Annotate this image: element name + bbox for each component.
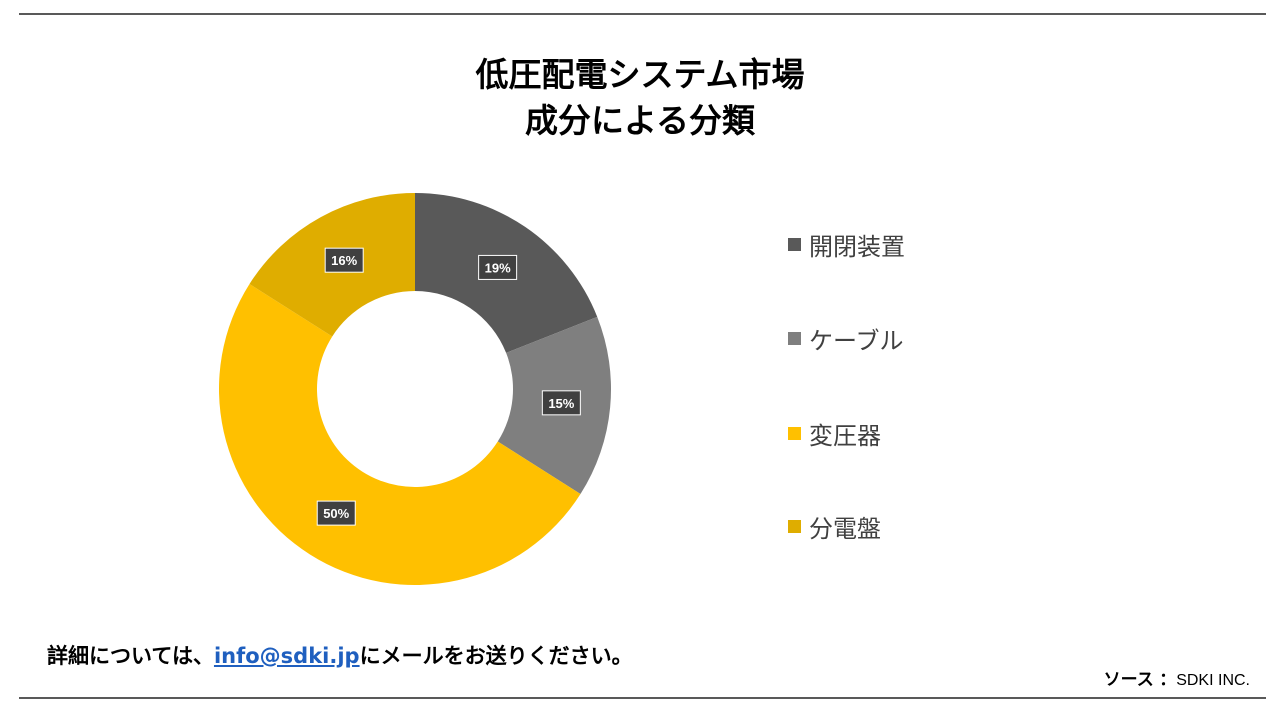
- data-label-box-cable: [541, 390, 581, 416]
- legend-swatch-transformer: [788, 426, 801, 440]
- legend-label-switchgear: 開閉装置: [809, 232, 905, 261]
- data-label-text-cable: 15%: [548, 396, 574, 411]
- legend-swatch-switchgear: [788, 237, 801, 251]
- legend-swatch-cable: [788, 331, 801, 345]
- data-label-box-switchgear: [478, 254, 518, 280]
- bottom-rule: [19, 697, 1266, 699]
- legend-item-transformer: 変圧器: [788, 415, 881, 451]
- top-rule: [19, 13, 1266, 15]
- data-label-transformer: 50%: [316, 500, 356, 526]
- legend-swatch-distribution-board: [788, 519, 801, 533]
- donut-data-labels: 19% 15% 50% 16%: [316, 247, 581, 526]
- data-label-cable: 15%: [541, 390, 581, 416]
- source-separator: ：: [1159, 670, 1177, 690]
- data-label-text-switchgear: 19%: [485, 260, 511, 275]
- contact-note-prefix: 詳細については、: [47, 644, 214, 668]
- legend-item-cable: ケーブル: [788, 320, 904, 356]
- source-credit: ソース ：SDKI INC.: [1104, 665, 1250, 690]
- contact-note-suffix: にメールをお送りください。: [359, 644, 633, 668]
- data-label-text-transformer: 50%: [323, 506, 349, 521]
- data-label-switchgear: 19%: [478, 254, 518, 280]
- data-label-box-transformer: [316, 500, 356, 526]
- email-link[interactable]: info@sdki.jp: [213, 644, 360, 668]
- data-label-distribution-board: 16%: [324, 247, 364, 273]
- legend-item-switchgear: 開閉装置: [788, 226, 905, 262]
- source-label: ソース: [1103, 670, 1154, 690]
- donut-slice-transformer: [218, 283, 581, 586]
- chart-title-line-2: 成分による分類: [524, 101, 755, 140]
- data-label-text-distribution-board: 16%: [331, 253, 357, 268]
- chart-title-line-1: 低圧配電システム市場: [475, 55, 805, 94]
- donut-chart: 19% 15% 50% 16%: [218, 193, 611, 586]
- donut-slices: [218, 193, 611, 586]
- legend-label-distribution-board: 分電盤: [809, 514, 881, 543]
- legend-item-distribution-board: 分電盤: [788, 508, 881, 544]
- data-label-box-distribution-board: [324, 247, 364, 273]
- legend-label-transformer: 変圧器: [809, 421, 881, 450]
- contact-note: 詳細については、info@sdki.jpにメールをお送りください。: [47, 640, 633, 670]
- source-value: SDKI INC.: [1176, 672, 1250, 689]
- legend-label-cable: ケーブル: [809, 326, 904, 355]
